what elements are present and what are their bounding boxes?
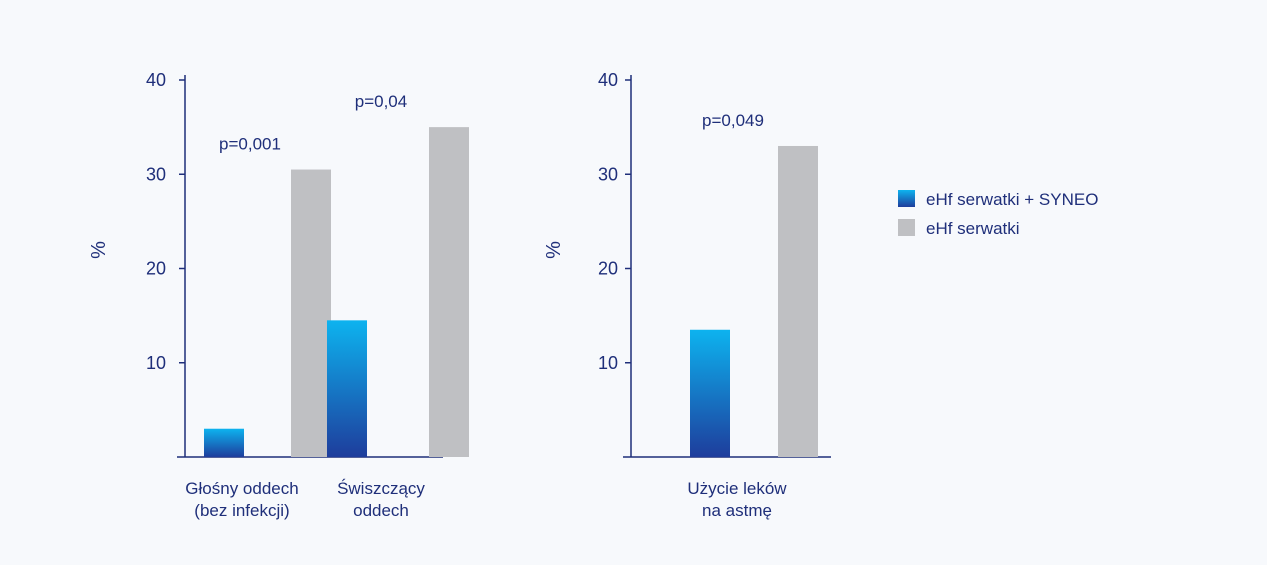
- legend-swatch-syneo: [898, 190, 915, 207]
- chart-2-bars: [690, 145, 818, 457]
- chart-1-annotations: p=0,001 p=0,04: [219, 92, 407, 153]
- chart-2-annotations: p=0,049: [702, 111, 764, 130]
- p-value-label: p=0,049: [702, 111, 764, 130]
- legend-label-syneo: eHf serwatki + SYNEO: [926, 190, 1098, 209]
- category-label: Głośny oddech: [185, 479, 298, 498]
- y-tick-label: 20: [146, 259, 166, 279]
- bar-control: [429, 127, 469, 457]
- bar-syneo: [327, 320, 367, 457]
- bar-syneo: [690, 329, 730, 457]
- y-tick-label: 40: [146, 70, 166, 90]
- chart-2: % 10 20 30 40 p=0,049 Użycie leków na astmę: [543, 70, 831, 520]
- chart-1-y-axis-label: %: [88, 241, 110, 259]
- bar-control: [291, 169, 331, 457]
- category-label: (bez infekcji): [194, 501, 289, 520]
- chart-1-bars: [204, 127, 469, 457]
- p-value-label: p=0,001: [219, 135, 281, 154]
- chart-1: % 10 20 30 40 p=0,001 p=0,04 Głośny oddech (b…: [88, 70, 469, 520]
- legend: eHf serwatki + SYNEO eHf serwatki: [898, 190, 1098, 238]
- y-tick-label: 20: [598, 259, 618, 279]
- y-tick-label: 10: [146, 353, 166, 373]
- category-label: Użycie leków: [687, 479, 787, 498]
- chart-1-categories: Głośny oddech (bez infekcji) Świszczący odd…: [185, 479, 425, 520]
- category-label: Świszczący: [337, 479, 425, 498]
- category-label: na astmę: [702, 501, 772, 520]
- legend-swatch-control: [898, 219, 915, 236]
- y-tick-label: 10: [598, 353, 618, 373]
- y-tick-label: 30: [598, 164, 618, 184]
- category-label: oddech: [353, 501, 409, 520]
- legend-label-control: eHf serwatki: [926, 219, 1020, 238]
- chart-2-categories: Użycie leków na astmę: [687, 479, 787, 520]
- p-value-label: p=0,04: [355, 92, 407, 111]
- chart-1-ticks: 10 20 30 40: [146, 70, 185, 373]
- bar-control: [778, 145, 818, 457]
- y-tick-label: 30: [146, 164, 166, 184]
- y-tick-label: 40: [598, 70, 618, 90]
- bar-syneo: [204, 428, 244, 457]
- chart-2-y-axis-label: %: [543, 241, 565, 259]
- chart-2-ticks: 10 20 30 40: [598, 70, 631, 373]
